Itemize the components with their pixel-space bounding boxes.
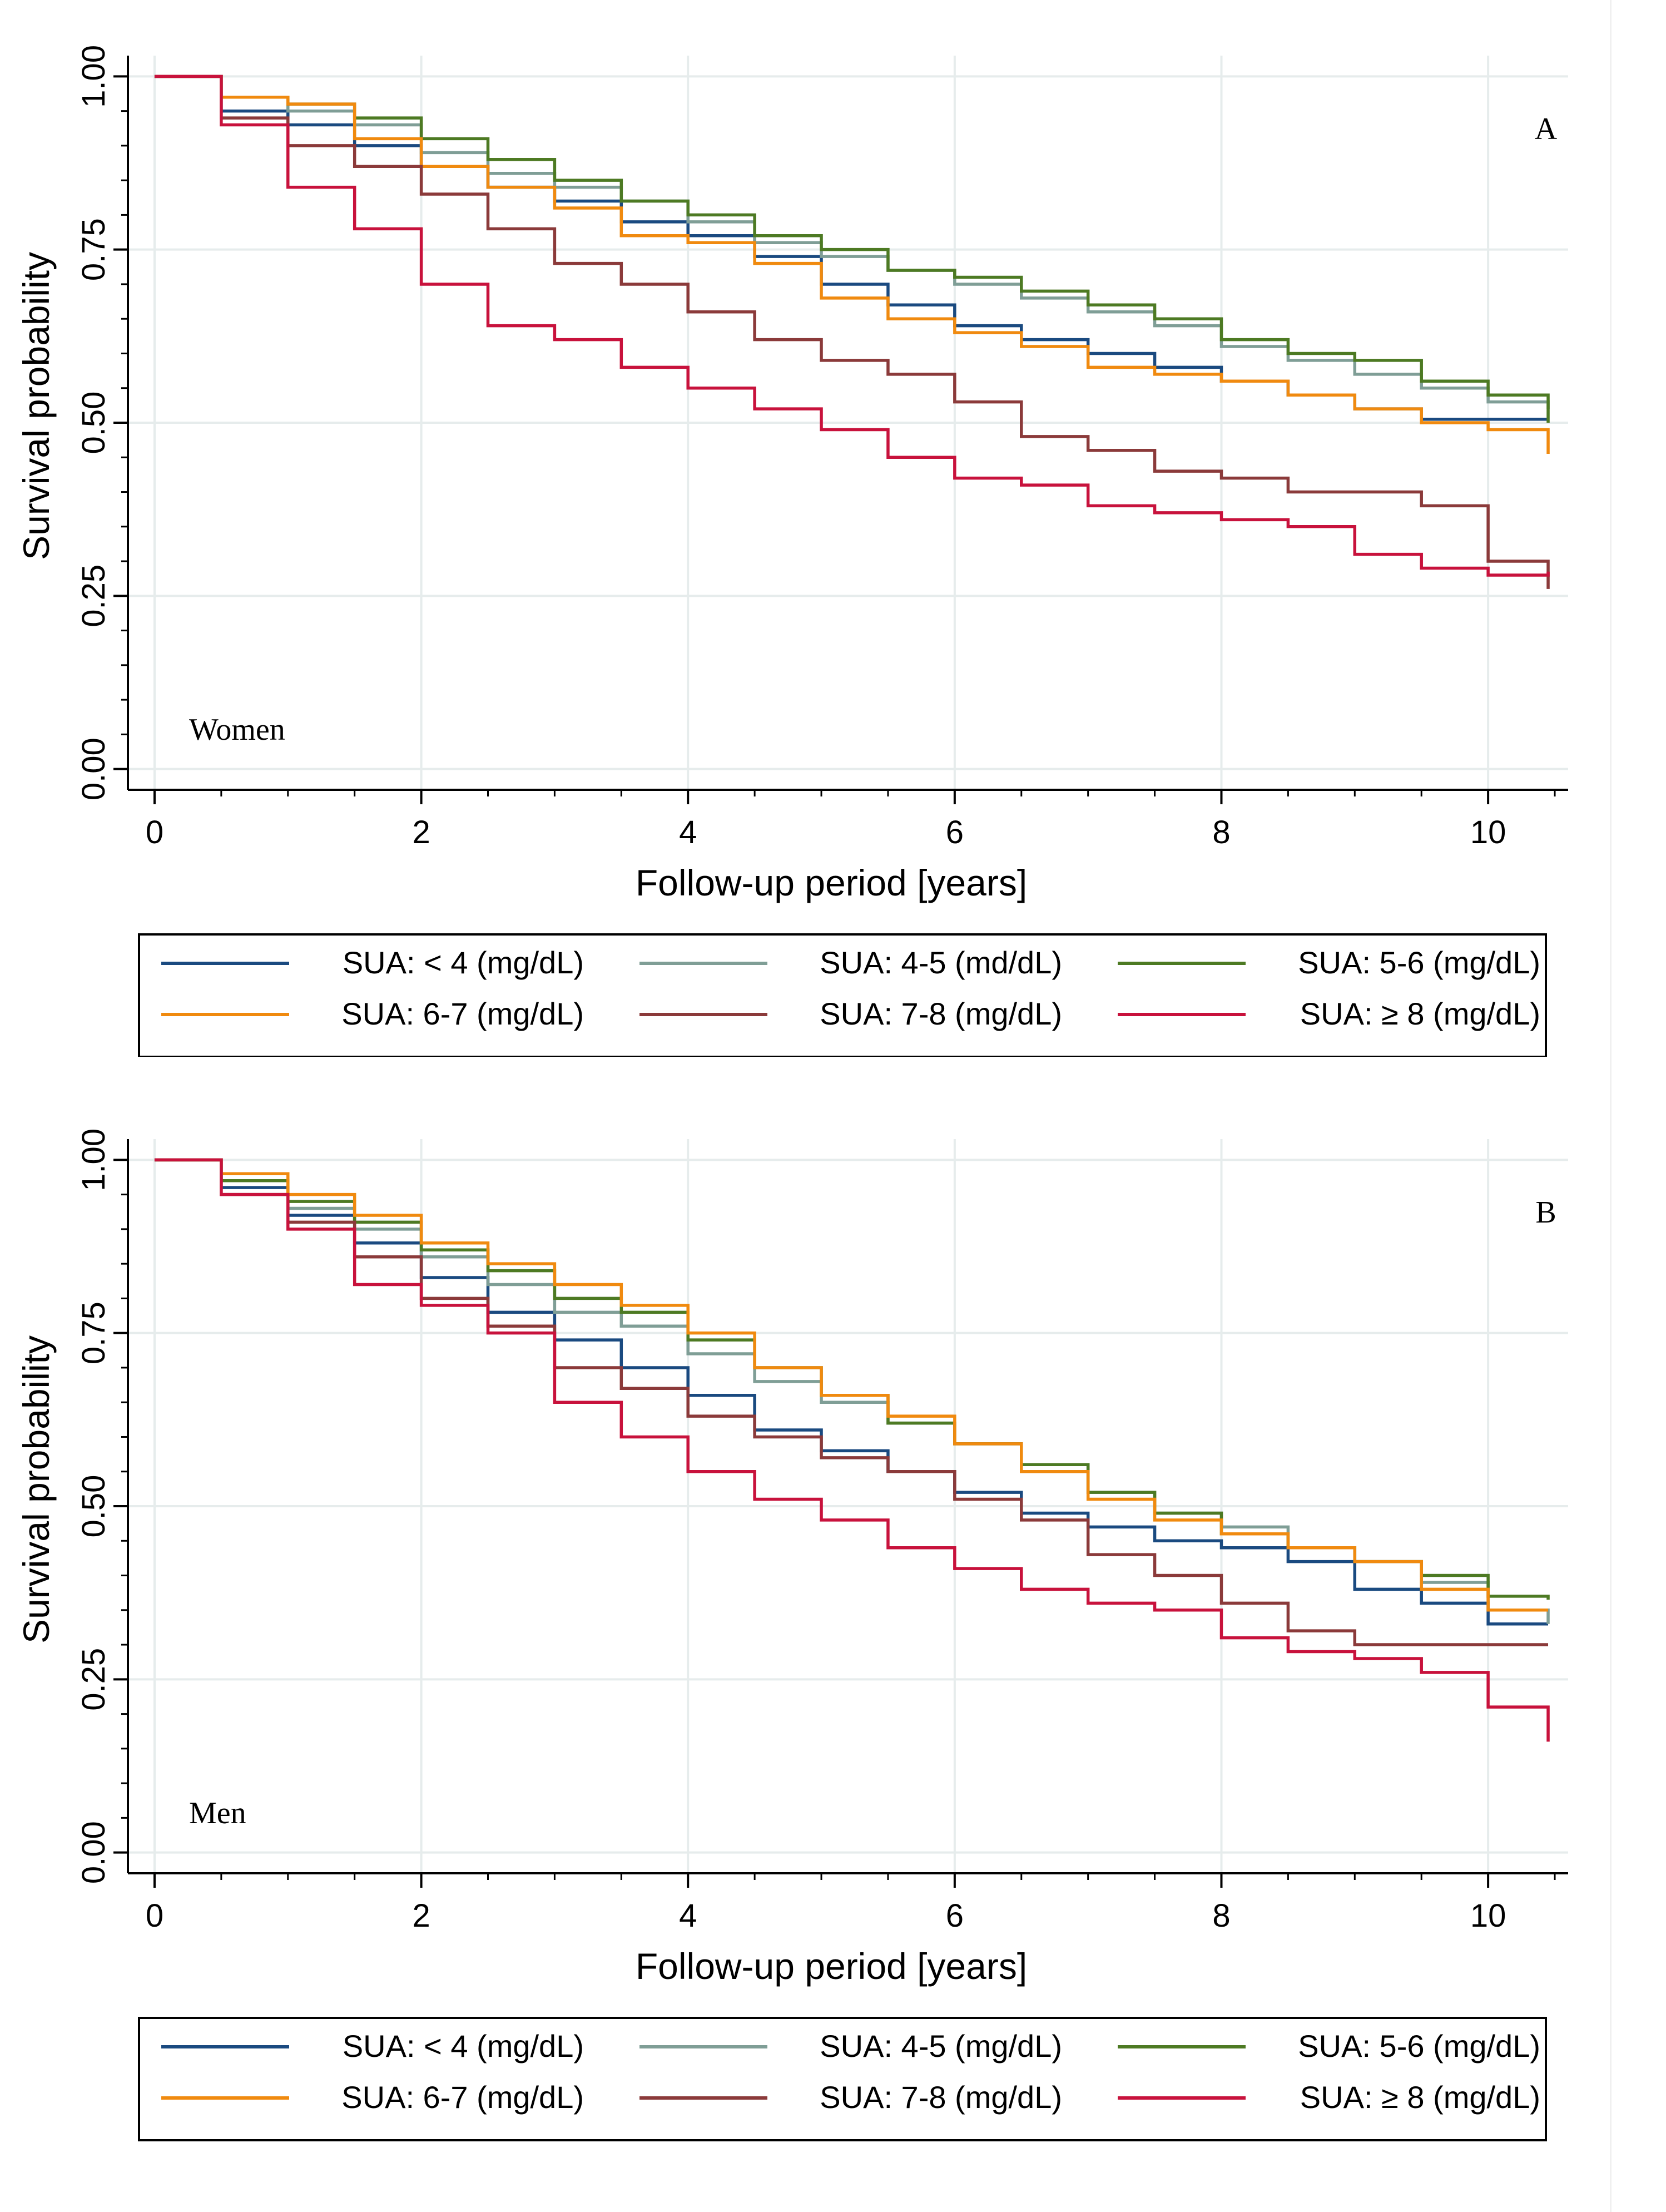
panel-a-legend-label: SUA: 7-8 (mg/dL) <box>820 996 1062 1031</box>
panel-a-y-tick-label: 0.50 <box>76 392 112 454</box>
panel-b-men-chart: 0.00 0.25 0.50 0.75 1.00 0 2 4 6 8 10 Follow-up per… <box>16 1129 1568 2141</box>
panel-b-series-line-1 <box>154 1158 1549 1626</box>
panel-b-y-tick-label: 0.25 <box>76 1648 112 1711</box>
panel-a-legend-label: SUA: 5-6 (mg/dL) <box>1298 945 1540 980</box>
panel-b-series-line-3 <box>154 1158 1550 1600</box>
panel-b-legend-label: SUA: 4-5 (mg/dL) <box>820 2028 1062 2063</box>
panel-b-y-tick-label: 0.75 <box>76 1302 112 1364</box>
panel-a-group-label: Women <box>189 712 285 747</box>
panel-a-x-axis-title: Follow-up period [years] <box>636 862 1027 903</box>
panel-b-x-tick-label: 4 <box>679 1898 697 1934</box>
panel-a-legend-label: SUA: ≥ 8 (mg/dL) <box>1300 996 1540 1031</box>
panel-a-series-line-3 <box>154 75 1550 423</box>
panel-b-x-tick-label: 8 <box>1212 1898 1230 1934</box>
panel-a-panel-label: A <box>1535 112 1558 146</box>
panel-b-series-line-2 <box>154 1158 1550 1624</box>
panel-a-y-tick-label: 1.00 <box>76 45 112 108</box>
panel-b-x-axis-title: Follow-up period [years] <box>636 1946 1027 1987</box>
panel-a-x-tick-label: 8 <box>1212 814 1230 850</box>
panel-b-legend-box <box>138 2017 1547 2141</box>
panel-a-y-tick-label: 0.00 <box>76 738 112 800</box>
panel-b-y-tick-label: 0.50 <box>76 1475 112 1538</box>
panel-a-series-line-5 <box>154 75 1550 589</box>
panel-a-x-tick-label: 6 <box>946 814 964 850</box>
panel-b-legend-label: SUA: 6-7 (mg/dL) <box>341 2080 584 2115</box>
panel-b-x-tick-label: 2 <box>412 1898 430 1934</box>
panel-a-women-chart: 0.00 0.25 0.50 0.75 1.00 0 2 4 6 8 10 Follow-up per… <box>16 45 1568 1057</box>
panel-b-legend-label: SUA: ≥ 8 (mg/dL) <box>1300 2080 1540 2115</box>
panel-a-x-tick-label: 10 <box>1470 814 1506 850</box>
panel-a-legend-box <box>138 933 1547 1057</box>
panel-b-x-tick-label: 10 <box>1470 1898 1506 1934</box>
panel-b-group-label: Men <box>189 1796 246 1830</box>
panel-b-x-tick-label: 6 <box>946 1898 964 1934</box>
panel-b-x-tick-label: 0 <box>146 1898 163 1934</box>
panel-b-y-axis-title: Survival probability <box>16 1335 57 1644</box>
panel-a-x-tick-label: 2 <box>412 814 430 850</box>
panel-a-series-line-4 <box>154 75 1550 454</box>
panel-b-series-line-4 <box>154 1158 1549 1612</box>
panel-b-y-tick-label: 1.00 <box>76 1129 112 1191</box>
panel-a-legend-label: SUA: < 4 (mg/dL) <box>343 945 584 980</box>
panel-a-series-line-6 <box>154 75 1550 577</box>
panel-a-y-axis-title: Survival probability <box>16 252 57 560</box>
panel-b-legend-label: SUA: < 4 (mg/dL) <box>343 2028 584 2063</box>
panel-a-x-tick-label: 4 <box>679 814 697 850</box>
panel-a-y-tick-label: 0.75 <box>76 218 112 281</box>
panel-b-series-line-6 <box>154 1158 1550 1742</box>
panel-a-y-tick-label: 0.25 <box>76 565 112 627</box>
panel-b-series-line-5 <box>154 1158 1549 1646</box>
panel-a-legend-label: SUA: 6-7 (mg/dL) <box>341 996 584 1031</box>
page-edge-rule <box>1610 0 1612 2212</box>
panel-b-legend-label: SUA: 7-8 (mg/dL) <box>820 2080 1062 2115</box>
panel-b-panel-label: B <box>1535 1195 1556 1230</box>
panel-a-x-tick-label: 0 <box>146 814 163 850</box>
panel-b-y-tick-label: 0.00 <box>76 1821 112 1884</box>
panel-a-legend-label: SUA: 4-5 (md/dL) <box>820 945 1062 980</box>
panel-b-legend-label: SUA: 5-6 (mg/dL) <box>1298 2028 1540 2063</box>
panel-a-series-line-1 <box>154 75 1549 421</box>
